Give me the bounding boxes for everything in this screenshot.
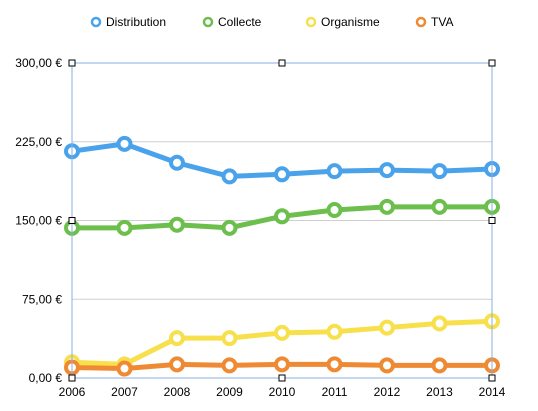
resize-handle[interactable] [278,59,286,67]
data-point [221,219,238,236]
y-tick-label: 150,00 € [15,214,62,228]
x-tick-label: 2010 [269,385,296,399]
data-point [169,356,185,373]
series-distribution [64,135,500,185]
legend-item: Collecte [202,15,262,29]
data-point [221,168,238,185]
data-point [326,202,343,218]
legend-label: Distribution [106,15,166,29]
x-tick-label: 2013 [426,385,453,399]
x-tick-label: 2007 [111,385,138,399]
legend-item: TVA [415,15,453,29]
data-point [379,198,395,215]
data-point [431,357,448,374]
x-tick-label: 2006 [59,385,86,399]
legend-label: TVA [431,15,453,29]
y-tick-label: 75,00 € [22,292,62,306]
selection-frame[interactable] [68,59,496,382]
y-tick-label: 300,00 € [15,56,62,70]
x-tick-label: 2008 [164,385,191,399]
resize-handle[interactable] [68,217,76,224]
series-collecte [64,198,500,236]
y-tick-label: 0,00 € [29,371,63,385]
data-point [274,324,290,341]
x-tick-label: 2014 [479,385,506,399]
data-point [431,163,448,180]
legend: Distribution Collecte Organisme TVA [90,15,453,29]
data-point [326,356,343,373]
legend-marker-icon [202,16,214,28]
data-point [379,357,395,374]
x-tick-label: 2009 [216,385,243,399]
series-group [64,135,500,377]
data-point [274,166,290,183]
data-point [431,315,448,332]
data-point [431,198,448,215]
data-point [116,360,133,377]
x-axis: 2006 2007 2008 2009 2010 2011 2012 2013 2014 [59,385,506,399]
legend-marker-icon [305,16,317,28]
data-point [169,154,185,171]
legend-marker-icon [415,16,427,28]
data-point [221,330,238,347]
resize-handle[interactable] [488,374,496,382]
data-point [116,219,133,236]
resize-handle[interactable] [68,59,76,67]
legend-marker-icon [90,16,102,28]
data-point [379,319,395,336]
resize-handle[interactable] [278,374,286,382]
legend-item: Organisme [305,15,380,29]
resize-handle[interactable] [488,59,496,67]
data-point [169,330,185,347]
data-point [326,163,343,180]
resize-handle[interactable] [68,374,76,382]
data-point [116,135,133,152]
x-tick-label: 2011 [322,385,348,399]
data-point [169,216,185,233]
legend-label: Collecte [218,15,262,29]
y-axis: 0,00 € 75,00 € 150,00 € 225,00 € 300,00 € [15,56,62,385]
legend-label: Organisme [321,15,380,29]
x-tick-label: 2012 [374,385,401,399]
data-point [326,323,343,340]
resize-handle[interactable] [488,217,496,224]
data-point [274,356,290,373]
data-point [274,208,290,225]
legend-item: Distribution [90,15,166,29]
data-point [221,357,238,374]
data-point [379,162,395,179]
y-tick-label: 225,00 € [15,135,62,149]
